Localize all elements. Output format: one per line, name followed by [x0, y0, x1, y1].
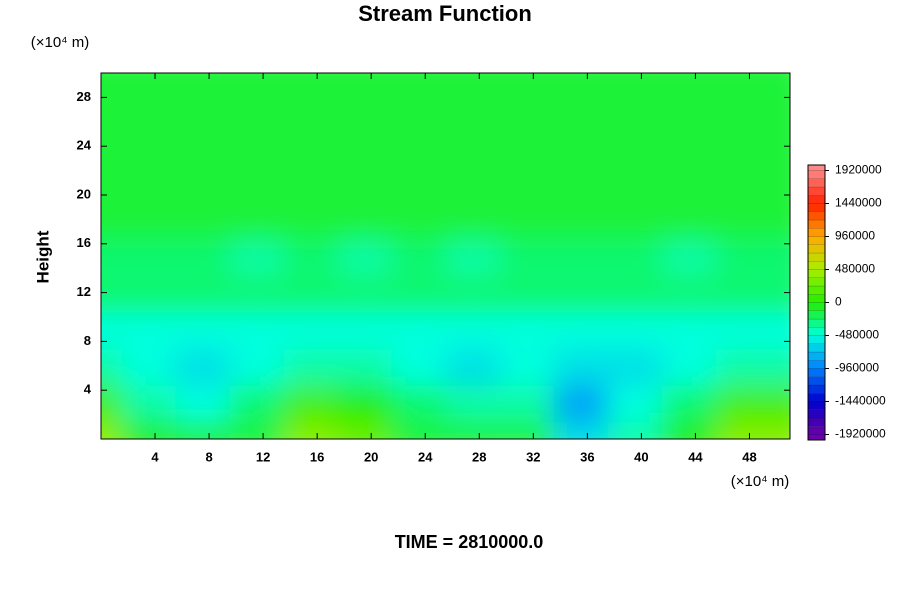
colorbar-band	[807, 211, 826, 221]
colorbar-band	[807, 426, 826, 435]
colorbar-tick-label: 0	[835, 295, 842, 309]
colorbar-band	[807, 170, 826, 179]
plot-frame	[100, 72, 791, 440]
colorbar-band	[807, 261, 826, 270]
y-tick-label: 20	[77, 186, 91, 201]
y-tick-label: 12	[77, 284, 91, 299]
colorbar-band	[807, 327, 826, 336]
colorbar-band	[807, 164, 826, 171]
colorbar-band	[807, 195, 826, 204]
colorbar-band	[807, 343, 826, 353]
colorbar-tick-label: -960000	[835, 361, 879, 375]
chart-title: Stream Function	[358, 1, 532, 26]
colorbar-band	[807, 409, 826, 419]
y-tick-label: 4	[84, 382, 92, 397]
colorbar-band	[807, 236, 826, 245]
colorbar-band	[807, 417, 826, 427]
colorbar-band	[807, 277, 826, 287]
colorbar-band	[807, 434, 826, 441]
colorbar-band	[807, 252, 826, 262]
colorbar-band	[807, 384, 826, 394]
x-tick-label: 48	[742, 449, 756, 464]
x-tick-label: 44	[688, 449, 703, 464]
colorbar-tick-label: -1440000	[835, 394, 886, 408]
field-cell	[715, 73, 790, 130]
annotation: TIME = 2810000.0	[395, 532, 544, 552]
colorbar-tick-label: 960000	[835, 229, 875, 243]
field	[101, 73, 790, 439]
x-tick-label: 40	[634, 449, 648, 464]
colorbar-band	[807, 368, 826, 377]
colorbar-tick-label: 480000	[835, 262, 875, 276]
colorbar-band	[807, 294, 826, 303]
y-tick-label: 16	[77, 235, 91, 250]
colorbar-band	[807, 393, 826, 402]
colorbar-band	[807, 335, 826, 344]
colorbar-band	[807, 351, 826, 361]
x-tick-label: 24	[418, 449, 433, 464]
colorbar-band	[807, 269, 826, 278]
colorbar-tick-label: -1920000	[835, 427, 886, 441]
colorbar-band	[807, 401, 826, 410]
x-tick-label: 20	[364, 449, 378, 464]
colorbar-band	[807, 285, 826, 295]
colorbar-band	[807, 318, 826, 328]
x-tick-label: 12	[256, 449, 270, 464]
colorbar-band	[807, 228, 826, 237]
y-axis-label: Height	[33, 230, 52, 283]
colorbar-band	[807, 244, 826, 254]
x-tick-label: 16	[310, 449, 324, 464]
colorbar-band	[807, 360, 826, 369]
colorbar-tick-label: 1920000	[835, 163, 882, 177]
y-unit-label: (×10⁴ m)	[31, 34, 90, 51]
x-unit-label: (×10⁴ m)	[731, 473, 790, 490]
colorbar-band	[807, 302, 826, 311]
colorbar-band	[807, 310, 826, 320]
colorbar-band	[807, 376, 826, 386]
colorbar-tick-label: -480000	[835, 328, 879, 342]
x-tick-label: 32	[526, 449, 540, 464]
x-tick-label: 28	[472, 449, 486, 464]
x-tick-label: 36	[580, 449, 594, 464]
y-tick-label: 28	[77, 89, 91, 104]
colorbar-band	[807, 186, 826, 196]
x-tick-label: 8	[205, 449, 212, 464]
y-tick-label: 8	[84, 333, 91, 348]
field-cells	[101, 73, 790, 439]
colorbar-band	[807, 203, 826, 212]
x-tick-label: 4	[151, 449, 159, 464]
colorbar-band	[807, 178, 826, 188]
colorbar-tick-label: 1440000	[835, 196, 882, 210]
y-tick-label: 24	[77, 138, 92, 153]
colorbar-band	[807, 219, 826, 229]
